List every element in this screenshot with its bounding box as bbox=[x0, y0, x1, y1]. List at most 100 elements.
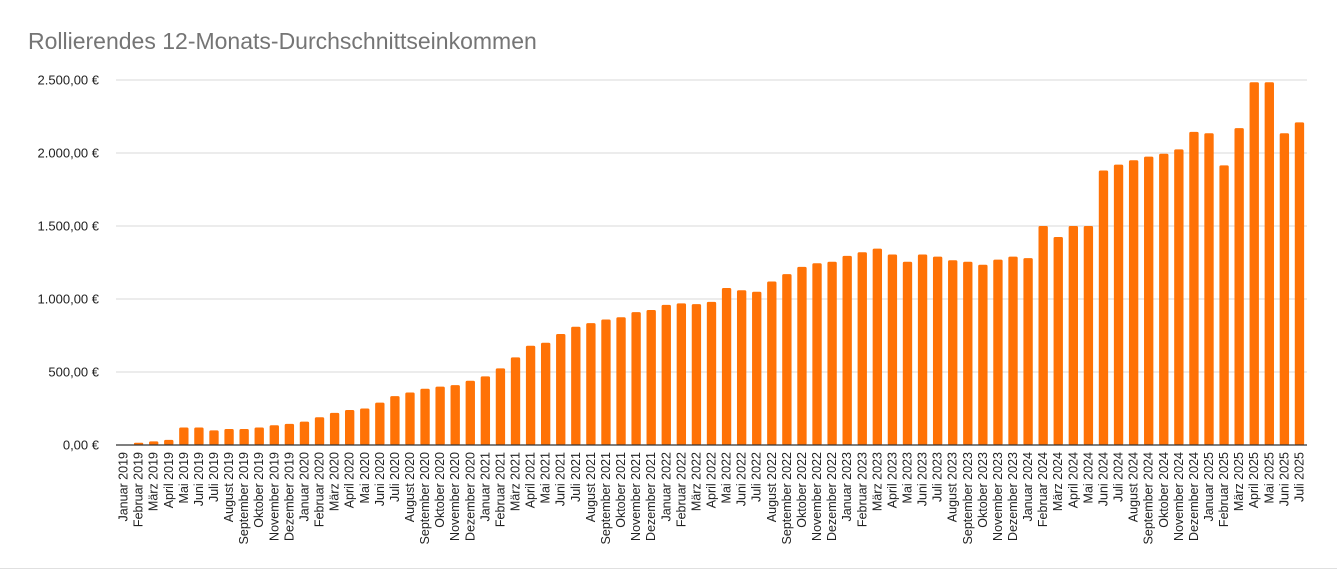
x-tick-label: März 2020 bbox=[328, 452, 342, 511]
x-tick-label: Juli 2021 bbox=[569, 452, 583, 502]
x-tick-label: Januar 2022 bbox=[659, 452, 673, 522]
bar bbox=[1249, 82, 1259, 445]
bar bbox=[993, 259, 1003, 445]
bar bbox=[1279, 133, 1290, 446]
bar bbox=[1128, 160, 1139, 446]
bar bbox=[646, 309, 656, 445]
bar bbox=[149, 441, 159, 445]
y-tick-label: 500,00 € bbox=[48, 365, 99, 380]
x-tick-label: Dezember 2024 bbox=[1187, 452, 1201, 541]
bar bbox=[782, 274, 792, 445]
bar bbox=[872, 248, 883, 445]
bottom-border bbox=[0, 568, 1337, 569]
bar bbox=[525, 345, 536, 445]
x-tick-label: Juni 2024 bbox=[1096, 452, 1110, 506]
x-tick-label: April 2022 bbox=[705, 452, 719, 508]
x-tick-label: August 2020 bbox=[403, 452, 417, 522]
x-tick-label: April 2024 bbox=[1066, 452, 1080, 508]
bar bbox=[450, 385, 460, 445]
x-tick-label: November 2024 bbox=[1172, 452, 1186, 541]
x-tick-label: Juni 2021 bbox=[554, 452, 568, 506]
x-tick-label: März 2025 bbox=[1232, 452, 1246, 511]
x-tick-label: Juni 2023 bbox=[916, 452, 930, 506]
x-tick-label: Februar 2019 bbox=[132, 452, 146, 527]
bar bbox=[616, 317, 626, 445]
x-tick-label: Januar 2020 bbox=[297, 452, 311, 522]
x-tick-label: Dezember 2022 bbox=[825, 452, 839, 541]
bar bbox=[164, 439, 174, 445]
bar bbox=[1294, 122, 1305, 445]
y-tick-label: 2.000,00 € bbox=[38, 146, 100, 161]
bar bbox=[887, 254, 898, 445]
x-tick-label: Juli 2020 bbox=[388, 452, 402, 502]
x-tick-label: November 2019 bbox=[267, 452, 281, 541]
bar bbox=[1189, 131, 1199, 445]
bar bbox=[1113, 164, 1124, 445]
bar bbox=[465, 380, 475, 445]
x-tick-label: Mai 2025 bbox=[1262, 452, 1276, 503]
bar bbox=[571, 326, 581, 445]
bar bbox=[269, 425, 279, 445]
x-tick-label: September 2024 bbox=[1142, 452, 1156, 544]
bar bbox=[224, 428, 234, 445]
x-tick-label: Januar 2019 bbox=[117, 452, 131, 522]
bar bbox=[1219, 165, 1229, 445]
x-tick-label: Februar 2021 bbox=[493, 452, 507, 527]
x-tick-label: Oktober 2024 bbox=[1157, 452, 1171, 528]
bar bbox=[978, 264, 988, 445]
bar bbox=[390, 396, 400, 445]
bar bbox=[706, 301, 717, 445]
x-tick-label: März 2023 bbox=[870, 452, 884, 511]
x-tick-label: Oktober 2019 bbox=[252, 452, 266, 528]
x-tick-label: Dezember 2023 bbox=[1006, 452, 1020, 541]
x-tick-label: September 2020 bbox=[418, 452, 432, 544]
bar bbox=[902, 261, 913, 445]
bar bbox=[239, 428, 249, 445]
x-tick-label: Januar 2024 bbox=[1021, 452, 1035, 522]
x-tick-label: August 2023 bbox=[946, 452, 960, 522]
x-tick-label: Februar 2023 bbox=[855, 452, 869, 527]
bar bbox=[1234, 128, 1244, 445]
bar bbox=[435, 386, 445, 445]
x-tick-label: Februar 2024 bbox=[1036, 452, 1050, 527]
bar bbox=[631, 312, 641, 445]
x-tick-label: Mai 2021 bbox=[539, 452, 553, 503]
x-tick-label: Juli 2022 bbox=[750, 452, 764, 502]
bar bbox=[510, 357, 521, 445]
bar bbox=[480, 376, 491, 445]
bar bbox=[1159, 153, 1169, 446]
bar bbox=[284, 423, 295, 445]
x-tick-label: Januar 2025 bbox=[1202, 452, 1216, 522]
x-tick-label: April 2023 bbox=[885, 452, 899, 508]
y-tick-label: 2.500,00 € bbox=[38, 73, 100, 88]
x-tick-label: April 2019 bbox=[162, 452, 176, 508]
x-tick-label: September 2023 bbox=[961, 452, 975, 544]
x-tick-label: März 2024 bbox=[1051, 452, 1065, 511]
x-tick-label: Dezember 2021 bbox=[644, 452, 658, 541]
x-tick-label: Januar 2021 bbox=[478, 452, 492, 522]
y-tick-label: 1.500,00 € bbox=[38, 219, 100, 234]
x-tick-label: Dezember 2020 bbox=[463, 452, 477, 541]
bar bbox=[586, 323, 596, 445]
bar bbox=[691, 304, 702, 445]
bars bbox=[133, 82, 1305, 446]
bar bbox=[1008, 256, 1018, 445]
x-tick-label: Mai 2023 bbox=[900, 452, 914, 503]
x-tick-label: Oktober 2022 bbox=[795, 452, 809, 528]
x-tick-label: Februar 2020 bbox=[313, 452, 327, 527]
bar bbox=[932, 256, 943, 445]
x-tick-label: Oktober 2021 bbox=[614, 452, 628, 528]
bar bbox=[495, 368, 506, 445]
x-tick-label: November 2021 bbox=[629, 452, 643, 541]
bar bbox=[827, 261, 837, 445]
x-tick-label: August 2019 bbox=[222, 452, 236, 522]
bar bbox=[963, 261, 973, 445]
x-tick-label: Juli 2024 bbox=[1112, 452, 1126, 502]
x-tick-label: Mai 2019 bbox=[177, 452, 191, 503]
bar bbox=[360, 408, 370, 445]
bar bbox=[601, 319, 611, 445]
x-tick-label: September 2021 bbox=[599, 452, 613, 544]
bar bbox=[329, 412, 340, 445]
y-tick-label: 0,00 € bbox=[63, 438, 100, 453]
